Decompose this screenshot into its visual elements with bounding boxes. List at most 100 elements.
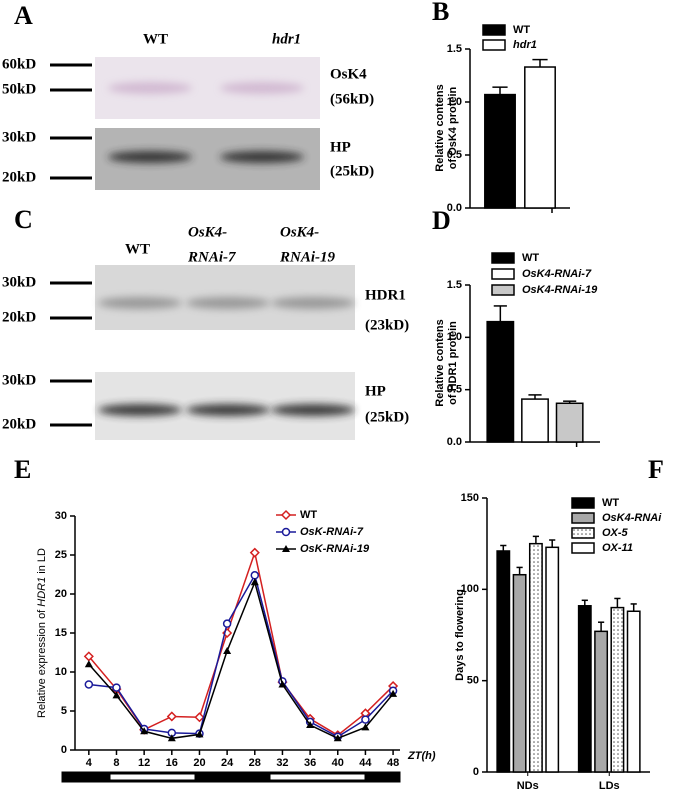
y-tick-label: 10 <box>55 666 67 678</box>
y-tick-label: 0 <box>473 766 479 778</box>
y-tick-label: 1.0 <box>447 96 462 108</box>
point <box>166 711 177 722</box>
bar <box>524 66 556 209</box>
panel-label: D <box>432 206 451 235</box>
y-axis-label: Relative expression of HDR1 in LD <box>36 548 48 718</box>
point <box>140 727 149 735</box>
legend-label: OsK4-RNAi-19 <box>522 284 598 296</box>
lane-label: WT <box>125 241 150 257</box>
y-tick-label: 30 <box>55 510 67 522</box>
y-axis-label: of OsK4 protein <box>447 86 459 169</box>
legend-label: WT <box>513 24 530 36</box>
lane-label: OsK4- <box>280 224 319 240</box>
legend-label: WT <box>300 509 317 521</box>
x-tick-label: 36 <box>304 757 316 769</box>
blot-band <box>220 151 304 163</box>
band-name: HP <box>365 383 386 399</box>
y-tick-label: 0.5 <box>447 149 462 161</box>
legend-label: OsK4-RNAi <box>602 512 662 524</box>
legend-swatch <box>571 542 595 554</box>
y-tick-label: 50 <box>467 675 479 687</box>
band-name: OsK4 <box>330 66 367 82</box>
series-line <box>88 579 394 740</box>
point <box>250 578 259 586</box>
point <box>250 571 260 580</box>
lane-label: hdr1 <box>272 31 301 47</box>
blot-band <box>108 82 192 94</box>
legend-label: hdr1 <box>513 39 537 51</box>
x-tick-label: 40 <box>332 757 344 769</box>
y-tick-label: 1.0 <box>447 331 462 343</box>
x-tick-label: 48 <box>387 757 399 769</box>
band-size: (23kD) <box>365 317 409 333</box>
bar <box>496 550 511 773</box>
legend-label: WT <box>522 252 539 264</box>
legend-swatch <box>571 497 595 509</box>
marker-label: 30kD <box>2 274 36 290</box>
point <box>84 680 94 689</box>
marker-label: 20kD <box>2 169 36 185</box>
marker-label: 30kD <box>2 372 36 388</box>
point <box>84 660 93 668</box>
legend-swatch <box>482 24 506 36</box>
y-tick-label: 0.0 <box>447 202 462 214</box>
y-tick-label: 150 <box>461 492 479 504</box>
bar <box>610 606 625 773</box>
series-line <box>88 549 394 737</box>
y-tick-label: 20 <box>55 588 67 600</box>
blot-band <box>271 297 355 309</box>
point <box>167 734 176 742</box>
legend-label: OsK-RNAi-7 <box>300 526 364 538</box>
point <box>333 734 342 742</box>
x-tick-label: 4 <box>86 757 93 769</box>
blot-band <box>186 404 270 416</box>
blot-band <box>108 151 192 163</box>
point <box>306 721 315 729</box>
y-tick-label: 5 <box>61 705 67 717</box>
y-axis-label-part: Relative expression of <box>36 607 48 718</box>
x-tick-label: 16 <box>166 757 178 769</box>
blot-band <box>98 404 182 416</box>
band-size: (56kD) <box>330 91 374 107</box>
legend-swatch <box>491 268 515 280</box>
lane-label: WT <box>143 31 168 47</box>
legend-label: OX-5 <box>602 527 629 539</box>
point <box>194 712 205 723</box>
y-tick-label: 25 <box>55 549 67 561</box>
y-tick-label: 0.5 <box>447 384 462 396</box>
point <box>361 723 370 731</box>
marker-label: 50kD <box>2 81 36 97</box>
legend-swatch <box>491 252 515 264</box>
x-tick-label: 44 <box>359 757 372 769</box>
lane-label: RNAi-7 <box>187 249 236 265</box>
point <box>112 683 121 692</box>
bar <box>484 93 516 209</box>
x-tick-label: 8 <box>113 757 119 769</box>
x-tick-label: LDs <box>599 780 620 792</box>
series-line <box>88 573 394 738</box>
bar <box>545 546 560 773</box>
bar <box>594 630 609 773</box>
x-tick-label: 12 <box>138 757 150 769</box>
bar <box>512 573 527 773</box>
blot-band <box>98 297 182 309</box>
y-axis-label-part: HDR1 <box>36 577 48 607</box>
lane-label: OsK4- <box>188 224 227 240</box>
legend-label: OX-11 <box>602 542 633 554</box>
y-axis-label: of HDR1 protein <box>447 321 459 405</box>
point <box>112 691 121 699</box>
band-name: HDR1 <box>365 287 406 303</box>
lane-label: RNAi-19 <box>279 249 336 265</box>
bar <box>626 610 641 773</box>
legend-label: OsK4-RNAi-7 <box>522 268 592 280</box>
blot-band <box>271 404 355 416</box>
legend-label: WT <box>602 497 619 509</box>
marker-label: 20kD <box>2 309 36 325</box>
panel-label: F <box>648 455 664 484</box>
x-tick-label: 32 <box>276 757 288 769</box>
band-size: (25kD) <box>365 409 409 425</box>
panel-label: B <box>432 0 449 26</box>
y-axis-label-part: in LD <box>36 548 48 577</box>
point <box>195 730 204 738</box>
